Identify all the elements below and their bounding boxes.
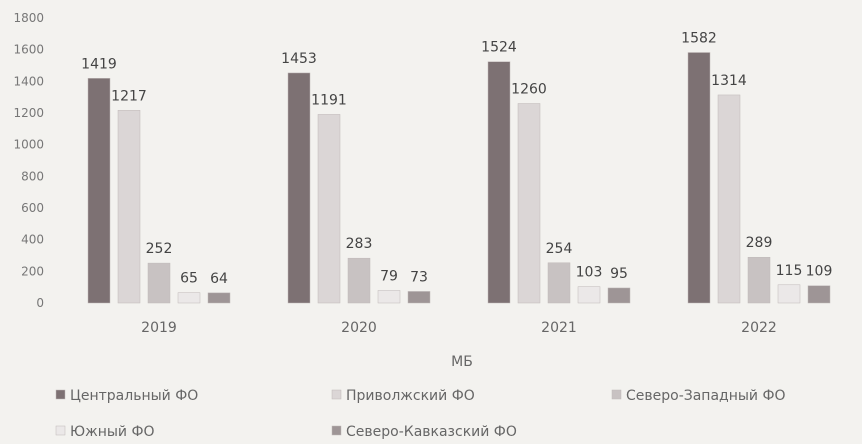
data-label: 115 bbox=[776, 263, 803, 279]
y-tick-label: 400 bbox=[21, 233, 44, 247]
bar bbox=[517, 103, 541, 304]
bar bbox=[747, 256, 771, 304]
x-tick-label: 2021 bbox=[541, 320, 577, 336]
bar bbox=[287, 72, 311, 304]
x-tick-label: 2020 bbox=[341, 320, 377, 336]
y-tick-label: 1200 bbox=[13, 106, 44, 120]
data-label: 73 bbox=[410, 269, 428, 285]
bar bbox=[577, 286, 601, 304]
data-label: 1191 bbox=[311, 92, 347, 108]
legend-label: Северо-Западный ФО bbox=[626, 388, 786, 404]
data-label: 95 bbox=[610, 266, 628, 282]
bar bbox=[687, 52, 711, 304]
bar bbox=[807, 285, 831, 304]
data-label: 283 bbox=[346, 236, 373, 252]
y-tick-label: 0 bbox=[36, 296, 44, 310]
data-label: 254 bbox=[546, 241, 573, 257]
bar bbox=[407, 291, 431, 304]
data-label: 1260 bbox=[511, 82, 547, 98]
legend-label: Южный ФО bbox=[70, 424, 155, 440]
legend-swatch bbox=[55, 389, 66, 400]
y-tick-label: 1800 bbox=[13, 11, 44, 25]
legend-swatch bbox=[331, 425, 342, 436]
bar bbox=[777, 284, 801, 304]
bar bbox=[377, 290, 401, 304]
bar bbox=[177, 292, 201, 304]
data-label: 79 bbox=[380, 268, 398, 284]
y-tick-label: 600 bbox=[21, 201, 44, 215]
legend-item: Южный ФО bbox=[55, 424, 155, 440]
x-axis-label: МБ bbox=[451, 354, 473, 370]
y-axis: 0 200 400 600 800 1000 1200 1400 1600 1800 bbox=[13, 11, 44, 310]
data-label: 1524 bbox=[481, 40, 517, 56]
bar bbox=[87, 78, 111, 304]
bars bbox=[87, 52, 831, 304]
legend-item: Центральный ФО bbox=[55, 388, 198, 404]
bar bbox=[487, 61, 511, 304]
legend-item: Северо-Кавказский ФО bbox=[331, 424, 517, 440]
data-label: 1453 bbox=[281, 51, 317, 67]
y-tick-label: 200 bbox=[21, 264, 44, 278]
legend: Центральный ФО Приволжский ФО Северо-Запад… bbox=[55, 388, 786, 440]
y-tick-label: 1600 bbox=[13, 43, 44, 57]
y-tick-label: 1400 bbox=[13, 74, 44, 88]
data-label: 252 bbox=[146, 241, 173, 257]
y-tick-label: 1000 bbox=[13, 138, 44, 152]
x-tick-label: 2022 bbox=[741, 320, 777, 336]
legend-label: Приволжский ФО bbox=[346, 388, 475, 404]
data-label: 103 bbox=[576, 265, 603, 281]
bar bbox=[207, 292, 231, 304]
data-label: 1217 bbox=[111, 88, 147, 104]
legend-swatch bbox=[331, 389, 342, 400]
data-label: 65 bbox=[180, 271, 198, 287]
bar bbox=[117, 110, 141, 304]
data-label: 1314 bbox=[711, 73, 747, 89]
legend-item: Приволжский ФО bbox=[331, 388, 475, 404]
bar bbox=[347, 257, 371, 304]
x-tick-label: 2019 bbox=[141, 320, 177, 336]
bar bbox=[147, 262, 171, 304]
legend-item: Северо-Западный ФО bbox=[611, 388, 786, 404]
legend-swatch bbox=[55, 425, 66, 436]
data-label: 64 bbox=[210, 271, 228, 287]
data-label: 109 bbox=[806, 264, 833, 280]
legend-swatch bbox=[611, 389, 622, 400]
bar bbox=[547, 262, 571, 304]
data-label: 289 bbox=[746, 235, 773, 251]
x-axis: 2019 2020 2021 2022 bbox=[141, 320, 777, 336]
data-label: 1582 bbox=[681, 31, 717, 47]
bar bbox=[717, 94, 741, 304]
bar bbox=[607, 287, 631, 304]
data-label: 1419 bbox=[81, 56, 117, 72]
y-tick-label: 800 bbox=[21, 169, 44, 183]
legend-label: Центральный ФО bbox=[70, 388, 198, 404]
data-labels: 1419 1217 252 65 64 1453 1191 283 79 73 1524 1260 25… bbox=[81, 31, 832, 287]
legend-label: Северо-Кавказский ФО bbox=[346, 424, 517, 440]
bar bbox=[317, 114, 341, 304]
